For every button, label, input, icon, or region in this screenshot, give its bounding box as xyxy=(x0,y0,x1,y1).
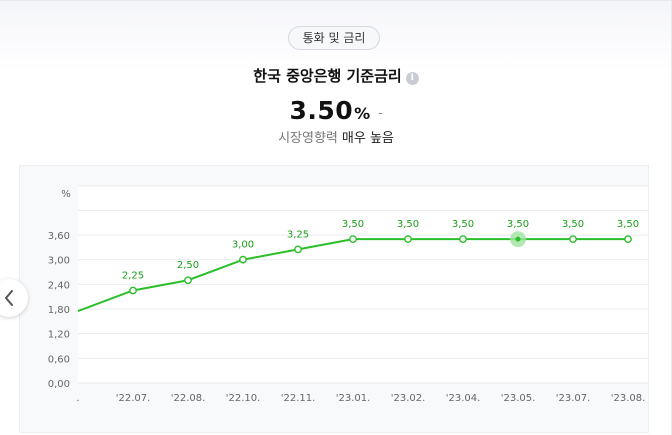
data-label: 2,50 xyxy=(177,260,199,271)
data-point xyxy=(239,255,247,264)
data-point xyxy=(624,235,632,244)
data-label: 3,25 xyxy=(287,229,309,240)
x-tick-label: '23.01. xyxy=(336,393,371,404)
chart-panel: 0,00 0,60 1,20 1,80 2,40 3,00 3,60%. '22.07. '22… xyxy=(19,165,649,433)
indicator-change: - xyxy=(378,106,383,120)
x-tick-label: '22.11. xyxy=(281,393,316,404)
y-tick-label: 2,40 xyxy=(48,280,70,291)
y-tick-label: 3,60 xyxy=(48,231,70,242)
data-label: 3,50 xyxy=(397,219,419,230)
x-tick-label: '23.04. xyxy=(446,393,481,404)
x-tick-label: '23.05. xyxy=(501,393,536,404)
indicator-unit: % xyxy=(354,104,371,123)
y-tick-label: 0,60 xyxy=(48,354,70,365)
indicator-value-row: 3.50% - xyxy=(0,96,672,126)
data-point xyxy=(349,235,357,244)
data-label: 3,50 xyxy=(617,219,639,230)
indicator-title-row: 한국 중앙은행 기준금리 i xyxy=(0,65,672,87)
x-tick-label: '22.10. xyxy=(226,393,261,404)
x-tick-label: '23.02. xyxy=(391,393,426,404)
y-tick-label: 1,20 xyxy=(48,330,70,341)
data-point xyxy=(129,286,137,295)
x-tick-label: '22.08. xyxy=(171,393,206,404)
rate-line-chart: 0,00 0,60 1,20 1,80 2,40 3,00 3,60%. '22.07. '22… xyxy=(48,185,648,404)
data-point xyxy=(294,245,302,254)
y-unit-label: % xyxy=(61,189,71,200)
x-tick-label: '23.08. xyxy=(611,393,646,404)
y-tick-label: 1,80 xyxy=(48,305,70,316)
data-label: 3,50 xyxy=(342,219,364,230)
data-point xyxy=(569,235,577,244)
x-tick-label: '22.07. xyxy=(116,393,151,404)
info-icon[interactable]: i xyxy=(405,72,419,85)
data-label: 2,25 xyxy=(122,271,144,282)
market-impact-label: 시장영향력 xyxy=(278,131,338,146)
indicator-title: 한국 중앙은행 기준금리 xyxy=(253,67,402,85)
y-tick-label: 0,00 xyxy=(48,379,70,390)
data-point xyxy=(404,235,412,244)
data-label: 3,50 xyxy=(452,219,474,230)
chevron-left-icon xyxy=(5,290,13,306)
market-impact-value: 매우 높음 xyxy=(341,131,394,146)
data-point xyxy=(184,276,192,285)
data-label: 3,50 xyxy=(562,219,584,230)
x-tick-label: '23.07. xyxy=(556,393,591,404)
data-label: 3,00 xyxy=(232,240,254,251)
x-tick-label: . xyxy=(76,393,79,404)
data-label: 3,50 xyxy=(507,219,529,230)
y-tick-label: 3,00 xyxy=(48,256,70,267)
category-chip[interactable]: 통화 및 금리 xyxy=(288,26,380,50)
data-point-selected xyxy=(515,236,521,242)
indicator-value: 3.50 xyxy=(289,96,354,125)
data-point xyxy=(459,235,467,244)
market-impact-row: 시장영향력 매우 높음 xyxy=(0,129,672,149)
